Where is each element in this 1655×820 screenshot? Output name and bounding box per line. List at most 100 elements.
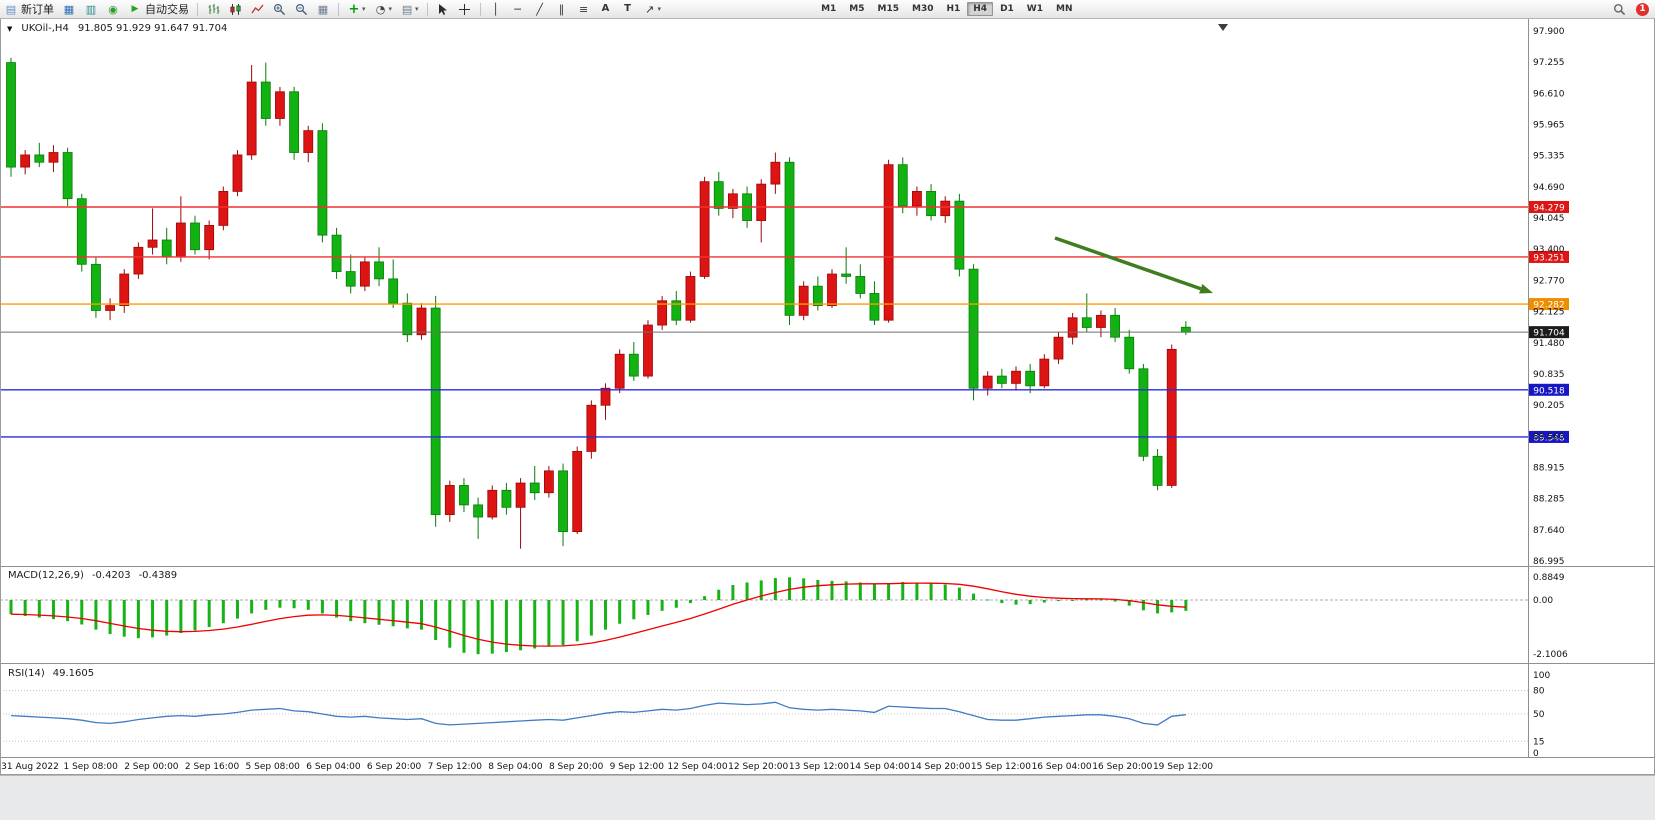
timeframe-mn-button[interactable]: MN (1056, 4, 1073, 14)
chart-title-bar: ▼ UKOil-,H4 91.805 91.929 91.647 91.704 (7, 23, 227, 34)
trendline-button[interactable]: ╱ (529, 1, 551, 17)
timeframe-m5-button[interactable]: M5 (849, 4, 865, 14)
price-tag (1529, 250, 1569, 263)
notification-badge[interactable]: 1 (1636, 2, 1649, 16)
candle-body (6, 62, 16, 168)
fibonacci-button[interactable]: ≡ (573, 1, 595, 17)
market-watch-button[interactable]: ▦ (58, 1, 80, 17)
candle-body (133, 246, 144, 275)
candle-body (459, 485, 469, 506)
candle-body (869, 293, 880, 321)
text-label-button[interactable]: T (617, 1, 639, 17)
timeframe-m1-button[interactable]: M1 (821, 4, 837, 14)
price-tick-label: 97.255 (1533, 58, 1565, 68)
timeframe-m30-button[interactable]: M30 (911, 4, 934, 14)
trend-arrow-annotation[interactable] (1054, 236, 1213, 294)
macd-histogram-bar (363, 600, 367, 624)
periods-caret-icon: ▾ (388, 5, 393, 13)
macd-histogram-bar (618, 600, 622, 624)
horizontal-line-button[interactable]: ─ (507, 1, 529, 17)
macd-histogram-bar (519, 600, 523, 651)
workspace-bottom-area (0, 775, 1655, 820)
zoom-out-icon (294, 2, 308, 16)
community-button[interactable]: ◉ (102, 1, 124, 17)
horizontal-line-objects[interactable]: 94.279 93.251 92.282 91.704 90.518 89.548 (0, 200, 1569, 443)
candle-body (883, 164, 894, 321)
macd-histogram-bar (660, 600, 664, 611)
channel-button[interactable]: ∥ (551, 1, 573, 17)
price-tag-label: 91.704 (1533, 329, 1565, 339)
price-tick-label: 92.125 (1533, 308, 1565, 318)
price-tag (1529, 326, 1569, 339)
macd-histogram-bar (1141, 600, 1145, 611)
price-tick-label: 88.285 (1533, 495, 1565, 505)
toolbar-separator (197, 2, 198, 16)
bar-chart-button[interactable] (202, 1, 224, 17)
crosshair-button[interactable] (454, 1, 476, 17)
time-axis-label: 12 Sep 20:00 (728, 762, 788, 772)
candle-body (147, 239, 158, 248)
timeframe-h4-button[interactable]: H4 (967, 2, 994, 16)
templates-button[interactable]: ▤ ▾ (396, 1, 423, 17)
rsi-axis-label: 0 (1533, 749, 1539, 759)
macd-histogram-bar (66, 600, 70, 622)
macd-histogram-bar (51, 600, 55, 620)
macd-histogram-bar (462, 600, 466, 653)
macd-histogram-bar (490, 600, 494, 654)
candle-body (543, 470, 554, 494)
timeframe-d1-button[interactable]: D1 (1000, 4, 1014, 14)
indicators-button[interactable]: + ▾ (343, 1, 370, 17)
macd-histogram-bar (250, 600, 254, 614)
chart-shift-marker[interactable] (1218, 24, 1228, 31)
indicators-caret-icon: ▾ (362, 5, 366, 13)
time-axis[interactable]: 31 Aug 2022 1 Sep 08:00 2 Sep 00:00 2 Sep 1… (1, 762, 1213, 772)
macd-histogram-bar (547, 600, 551, 647)
price-tag-label: 94.279 (1533, 203, 1565, 213)
macd-histogram-bar (504, 600, 508, 653)
price-axis[interactable]: 97.900 97.255 96.610 95.965 95.335 94.690 94.0… (1533, 27, 1565, 567)
candle-body (76, 198, 87, 265)
vertical-line-button[interactable]: │ (485, 1, 507, 17)
zoom-in-button[interactable] (268, 1, 290, 17)
macd-histogram-bar (405, 600, 409, 629)
navigator-button[interactable]: ▥ (80, 1, 102, 17)
macd-histogram-bar (632, 600, 636, 620)
macd-histogram-bar (9, 600, 13, 615)
price-tick-label: 90.835 (1533, 370, 1565, 380)
candle-body (940, 200, 951, 217)
candlestick-chart-button[interactable] (224, 1, 246, 17)
candle-body (430, 307, 441, 516)
timeframe-w1-button[interactable]: W1 (1026, 4, 1043, 14)
line-chart-button[interactable] (246, 1, 268, 17)
tile-windows-button[interactable]: ▦ (312, 1, 334, 17)
macd-header: MACD(12,26,9) -0.4203 -0.4389 (8, 570, 177, 581)
cursor-button[interactable] (432, 1, 454, 17)
arrow-shaft[interactable] (1054, 236, 1202, 291)
text-button[interactable]: A (595, 1, 617, 17)
candle-body (20, 154, 31, 168)
macd-histogram-bar (844, 581, 848, 600)
rsi-axis-label: 100 (1533, 671, 1550, 681)
autotrading-button[interactable]: ▶ 自动交易 (124, 1, 193, 17)
new-order-button[interactable]: ▤ 新订单 (0, 1, 58, 17)
trendline-icon: ╱ (536, 2, 543, 16)
candle-body (855, 276, 866, 294)
periods-button[interactable]: ◔ ▾ (370, 1, 397, 17)
arrows-tool-button[interactable]: ↗ ▾ (639, 1, 666, 17)
candle-body (1180, 326, 1191, 333)
price-tick-label: 94.690 (1533, 183, 1565, 193)
price-tick-label: 95.965 (1533, 121, 1565, 131)
timeframe-h1-button[interactable]: H1 (946, 4, 961, 14)
timeframe-m15-button[interactable]: M15 (877, 4, 899, 14)
candle-body (331, 234, 342, 272)
candle-body (671, 300, 682, 321)
time-axis-label: 1 Sep 08:00 (64, 762, 119, 772)
zoom-out-button[interactable] (290, 1, 312, 17)
time-axis-label: 31 Aug 2022 (1, 762, 59, 772)
search-button[interactable] (1608, 1, 1630, 17)
candle-body (402, 302, 413, 336)
chart-canvas[interactable]: 94.27993.25192.28291.70490.51889.54897.9… (0, 18, 1655, 775)
candlestick-chart-icon (228, 2, 242, 16)
time-axis-label: 14 Sep 20:00 (910, 762, 970, 772)
chart-dropdown-icon[interactable]: ▼ (7, 24, 13, 33)
